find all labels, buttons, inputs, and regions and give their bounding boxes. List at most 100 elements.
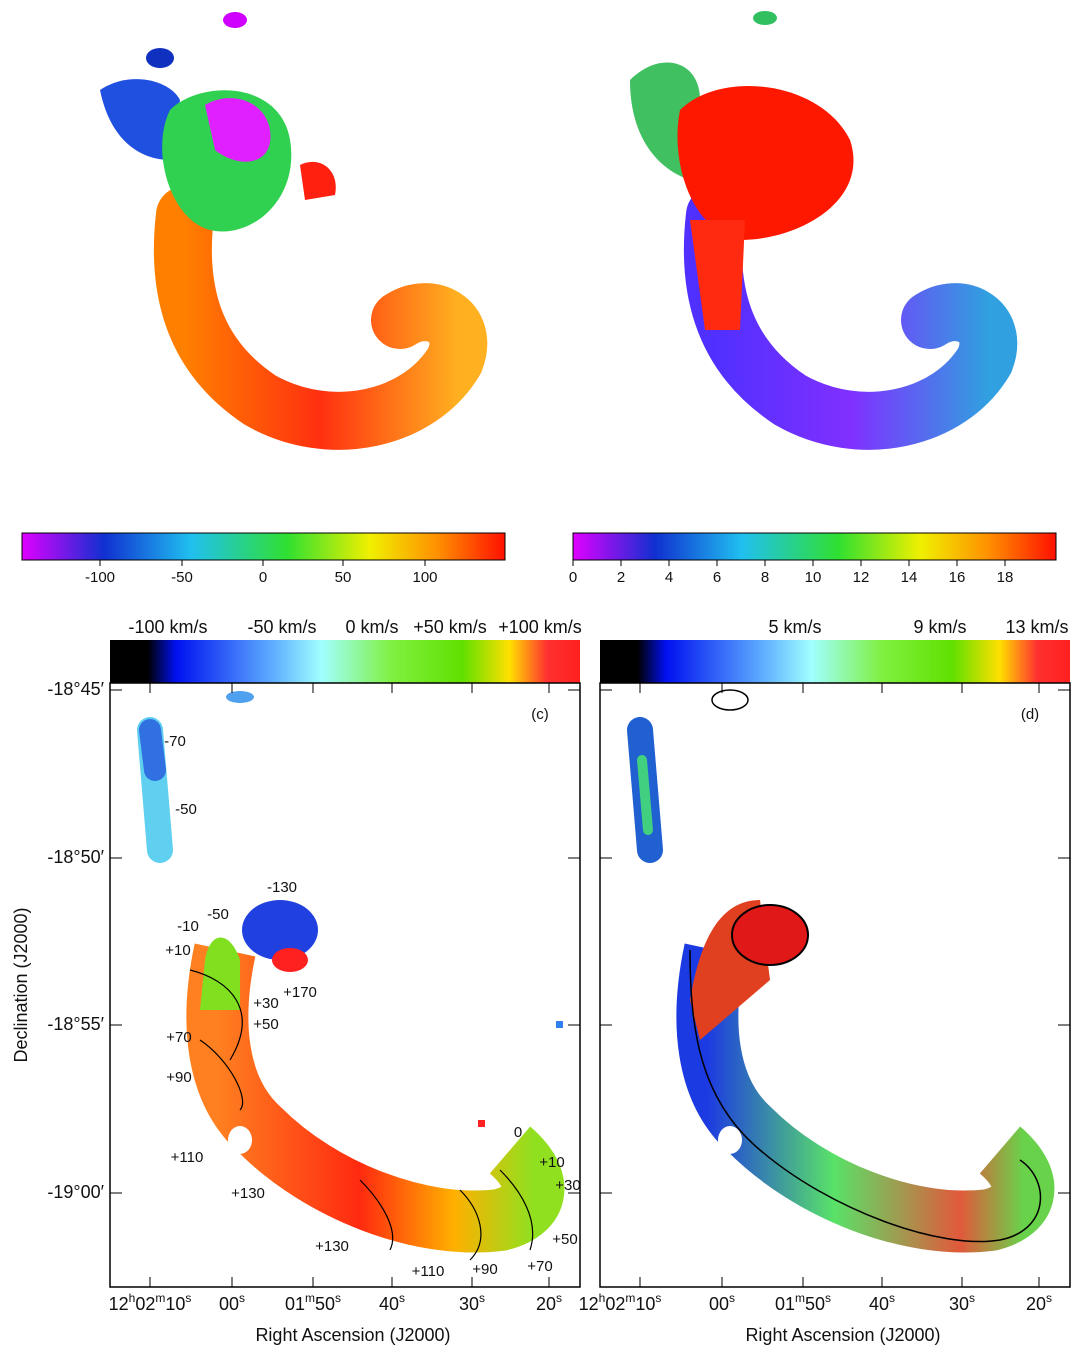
colorbar-tick-label: 2 xyxy=(617,569,625,586)
contour-label: +110 xyxy=(171,1149,204,1166)
dispersion-map-d xyxy=(627,689,1055,1253)
x-tick-label-part: m xyxy=(305,1291,315,1305)
x-tick-label-part: 30 xyxy=(949,1294,969,1314)
x-tick-label-part: s xyxy=(479,1291,485,1305)
contour-label: +70 xyxy=(527,1258,552,1275)
x-tick-label: 40s xyxy=(379,1291,405,1314)
x-tick-label-part: s xyxy=(889,1291,895,1305)
x-tick-label: 01m50s xyxy=(775,1291,831,1314)
contour-label: +30 xyxy=(555,1177,580,1194)
x-tick-label-part: m xyxy=(625,1291,635,1305)
x-tick-label: 12h02m10s xyxy=(579,1291,662,1314)
x-tick-label-part: 30 xyxy=(459,1294,479,1314)
colorbar-tick-label: -100 xyxy=(85,569,115,586)
contour-label: -70 xyxy=(164,733,186,750)
x-tick-label-part: s xyxy=(655,1291,661,1305)
x-tick-label-part: h xyxy=(599,1291,606,1305)
colorbar-tick-label: 10 xyxy=(805,569,822,586)
x-tick-label-part: m xyxy=(155,1291,165,1305)
colorbar xyxy=(110,640,580,683)
colorbar xyxy=(600,640,1070,683)
colorbar xyxy=(21,532,506,561)
x-tick-label: 00s xyxy=(219,1291,245,1314)
contour-label: +10 xyxy=(539,1154,564,1171)
x-tick-label-part: s xyxy=(239,1291,245,1305)
x-axis-label: Right Ascension (J2000) xyxy=(255,1325,450,1345)
colorbar-label: -50 km/s xyxy=(247,617,316,637)
contour-label: -50 xyxy=(207,906,229,923)
x-tick-label-part: 20 xyxy=(536,1294,556,1314)
x-tick-label-part: 02 xyxy=(135,1294,155,1314)
contour-label: +90 xyxy=(472,1261,497,1278)
colorbar-label: -100 km/s xyxy=(128,617,207,637)
y-axis-label: Declination (J2000) xyxy=(11,907,31,1062)
colorbar-label: 5 km/s xyxy=(768,617,821,637)
x-tick-label-part: 40 xyxy=(379,1294,399,1314)
dispersion-map-b xyxy=(630,11,1018,450)
x-tick-label-part: s xyxy=(185,1291,191,1305)
x-tick-label-part: s xyxy=(399,1291,405,1305)
x-tick-label-part: 40 xyxy=(869,1294,889,1314)
frame xyxy=(109,682,581,1288)
x-tick-label-part: s xyxy=(1046,1291,1052,1305)
frame xyxy=(599,682,1071,1288)
x-tick-label-part: 12 xyxy=(109,1294,129,1314)
x-tick-label-part: 50 xyxy=(315,1294,335,1314)
contour-label: -50 xyxy=(175,801,197,818)
y-tick-label: -18°50′ xyxy=(47,847,104,867)
x-tick-label-part: h xyxy=(129,1291,136,1305)
y-tick-label: -19°00′ xyxy=(47,1182,104,1202)
contour-label: +70 xyxy=(166,1029,191,1046)
colorbar-tick-label: -50 xyxy=(171,569,193,586)
colorbar-tick-label: 8 xyxy=(761,569,769,586)
x-tick-label-part: s xyxy=(825,1291,831,1305)
x-tick-label-part: 10 xyxy=(165,1294,185,1314)
x-tick-label-part: s xyxy=(969,1291,975,1305)
x-tick-label-part: 20 xyxy=(1026,1294,1046,1314)
contour-label: +90 xyxy=(166,1069,191,1086)
panel-letter: (c) xyxy=(531,706,549,723)
colorbar-tick-label: 6 xyxy=(713,569,721,586)
colorbar-tick-label: 4 xyxy=(665,569,673,586)
contour-label: +170 xyxy=(283,984,317,1001)
x-axis-label: Right Ascension (J2000) xyxy=(745,1325,940,1345)
x-tick-label: 00s xyxy=(709,1291,735,1314)
velocity-map-c xyxy=(137,691,565,1261)
x-tick-label-part: 01 xyxy=(285,1294,305,1314)
contour-label: +110 xyxy=(412,1263,445,1280)
colorbar-label: 0 km/s xyxy=(345,617,398,637)
x-tick-label: 30s xyxy=(459,1291,485,1314)
x-tick-label-part: s xyxy=(729,1291,735,1305)
contour-label: +50 xyxy=(253,1016,278,1033)
x-tick-label-part: 01 xyxy=(775,1294,795,1314)
contour-label: +50 xyxy=(552,1231,577,1248)
x-tick-label: 20s xyxy=(1026,1291,1052,1314)
colorbar-label: +50 km/s xyxy=(413,617,487,637)
x-tick-label-part: s xyxy=(335,1291,341,1305)
colorbar-tick-label: 14 xyxy=(901,569,918,586)
x-tick-label: 12h02m10s xyxy=(109,1291,192,1314)
contour-label: +130 xyxy=(315,1238,349,1255)
contour-label: +10 xyxy=(165,942,190,959)
contour-label: -10 xyxy=(177,918,199,935)
colorbar-label: 13 km/s xyxy=(1005,617,1068,637)
x-tick-label: 20s xyxy=(536,1291,562,1314)
x-tick-label-part: 02 xyxy=(605,1294,625,1314)
colorbar-label: +100 km/s xyxy=(498,617,582,637)
x-tick-label: 40s xyxy=(869,1291,895,1314)
x-tick-label-part: 00 xyxy=(219,1294,239,1314)
x-tick-label-part: 00 xyxy=(709,1294,729,1314)
contour-label: -130 xyxy=(267,879,297,896)
panel-letter: (d) xyxy=(1021,706,1039,723)
colorbar xyxy=(572,532,1057,561)
colorbar-tick-label: 0 xyxy=(569,569,577,586)
contour-label: +30 xyxy=(253,995,278,1012)
velocity-map-a xyxy=(100,12,488,450)
y-tick-label: -18°45′ xyxy=(47,679,104,699)
colorbar-tick-label: 0 xyxy=(259,569,267,586)
x-tick-label-part: m xyxy=(795,1291,805,1305)
colorbar-tick-label: 100 xyxy=(412,569,437,586)
y-tick-label: -18°55′ xyxy=(47,1014,104,1034)
contour-label: +130 xyxy=(231,1185,265,1202)
